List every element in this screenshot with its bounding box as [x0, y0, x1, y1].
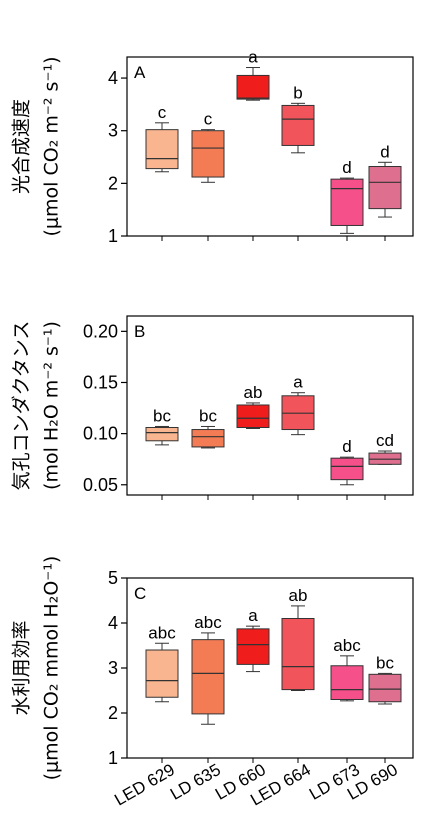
box-body — [368, 673, 402, 703]
y-tick-label: 1 — [108, 748, 118, 768]
category-label: LED 629 — [111, 760, 178, 810]
box-body — [281, 618, 315, 691]
significance-letter: bc — [199, 406, 217, 425]
box-ld-690: bc — [368, 653, 402, 705]
y-tick-label: 0.20 — [83, 321, 118, 341]
panel-letter: B — [134, 322, 145, 341]
panel-letter: A — [134, 63, 146, 82]
box-led-629: abc — [145, 623, 179, 703]
y-tick-label: 1 — [108, 226, 118, 246]
significance-letter: a — [293, 373, 303, 392]
box-body — [236, 404, 270, 428]
box-led-629: bc — [145, 406, 179, 446]
significance-letter: bc — [376, 653, 394, 672]
box-ld-635: c — [191, 110, 225, 183]
y-axis-label: (μmol CO₂ mmol H₂O⁻¹) — [41, 556, 63, 781]
y-tick-label: 3 — [108, 658, 118, 678]
y-tick-label: 4 — [108, 613, 118, 633]
box-body — [330, 178, 364, 226]
y-tick-label: 0.05 — [83, 475, 118, 495]
significance-letter: abc — [148, 623, 176, 642]
box-body — [368, 166, 402, 210]
box-body — [145, 129, 179, 170]
significance-letter: cd — [376, 431, 394, 450]
y-tick-label: 0.15 — [83, 372, 118, 392]
box-led-664: b — [281, 83, 315, 154]
box-ld-673: d — [330, 158, 364, 234]
significance-letter: abc — [333, 636, 361, 655]
significance-letter: abc — [194, 613, 222, 632]
box-ld-690: d — [368, 142, 402, 218]
box-body — [281, 104, 315, 146]
box-ld-635: abc — [191, 613, 225, 725]
y-axis-label: 水利用効率 — [11, 620, 33, 715]
y-axis-label: 気孔コンダクタンス — [11, 321, 33, 491]
box-body — [191, 639, 225, 715]
y-tick-label: 3 — [108, 121, 118, 141]
category-label: LD 635 — [167, 760, 224, 804]
y-tick-label: 4 — [108, 68, 118, 88]
box-led-664: a — [281, 373, 315, 436]
significance-letter: d — [342, 437, 351, 456]
panel-letter: C — [134, 584, 146, 603]
box-body — [191, 130, 225, 178]
box-led-664: ab — [281, 586, 315, 691]
box-body — [145, 649, 179, 698]
significance-letter: bc — [153, 406, 171, 425]
y-tick-label: 2 — [108, 173, 118, 193]
box-ld-660: a — [236, 606, 270, 673]
significance-letter: c — [158, 103, 167, 122]
significance-letter: a — [248, 48, 258, 67]
significance-letter: b — [293, 83, 302, 102]
box-ld-660: ab — [236, 383, 270, 430]
y-tick-label: 0.10 — [83, 424, 118, 444]
significance-letter: c — [204, 110, 213, 129]
box-ld-673: abc — [330, 636, 364, 702]
y-axis-label: (μmol CO₂ m⁻² s⁻¹) — [41, 57, 63, 237]
y-axis-label: (mol H₂O m⁻² s⁻¹) — [41, 321, 63, 490]
box-body — [236, 628, 270, 665]
box-led-629: c — [145, 103, 179, 173]
box-ld-635: bc — [191, 406, 225, 449]
plot-frame — [126, 56, 414, 237]
significance-letter: d — [342, 158, 351, 177]
box-body — [191, 429, 225, 448]
box-ld-660: a — [236, 48, 270, 101]
significance-letter: ab — [244, 383, 263, 402]
panel-b: 0.05 0.10 0.15 0.20 Bbc bc ab a d cd 気孔コンダクタンス (mol… — [11, 315, 414, 500]
y-tick-label: 5 — [108, 568, 118, 588]
significance-letter: ab — [289, 586, 308, 605]
box-body — [330, 665, 364, 700]
plot-frame — [126, 315, 414, 496]
y-tick-label: 2 — [108, 703, 118, 723]
y-axis-label: 光合成速度 — [11, 99, 33, 194]
box-ld-673: d — [330, 437, 364, 486]
significance-letter: d — [380, 142, 389, 161]
significance-letter: a — [248, 606, 258, 625]
box-ld-690: cd — [368, 431, 402, 465]
box-body — [145, 426, 179, 442]
panel-a: 1 2 3 4 Ac c a b d d 光合成速度 (μmol CO₂ m⁻² s⁻¹) — [11, 48, 414, 246]
box-body — [236, 74, 270, 100]
box-body — [330, 457, 364, 481]
